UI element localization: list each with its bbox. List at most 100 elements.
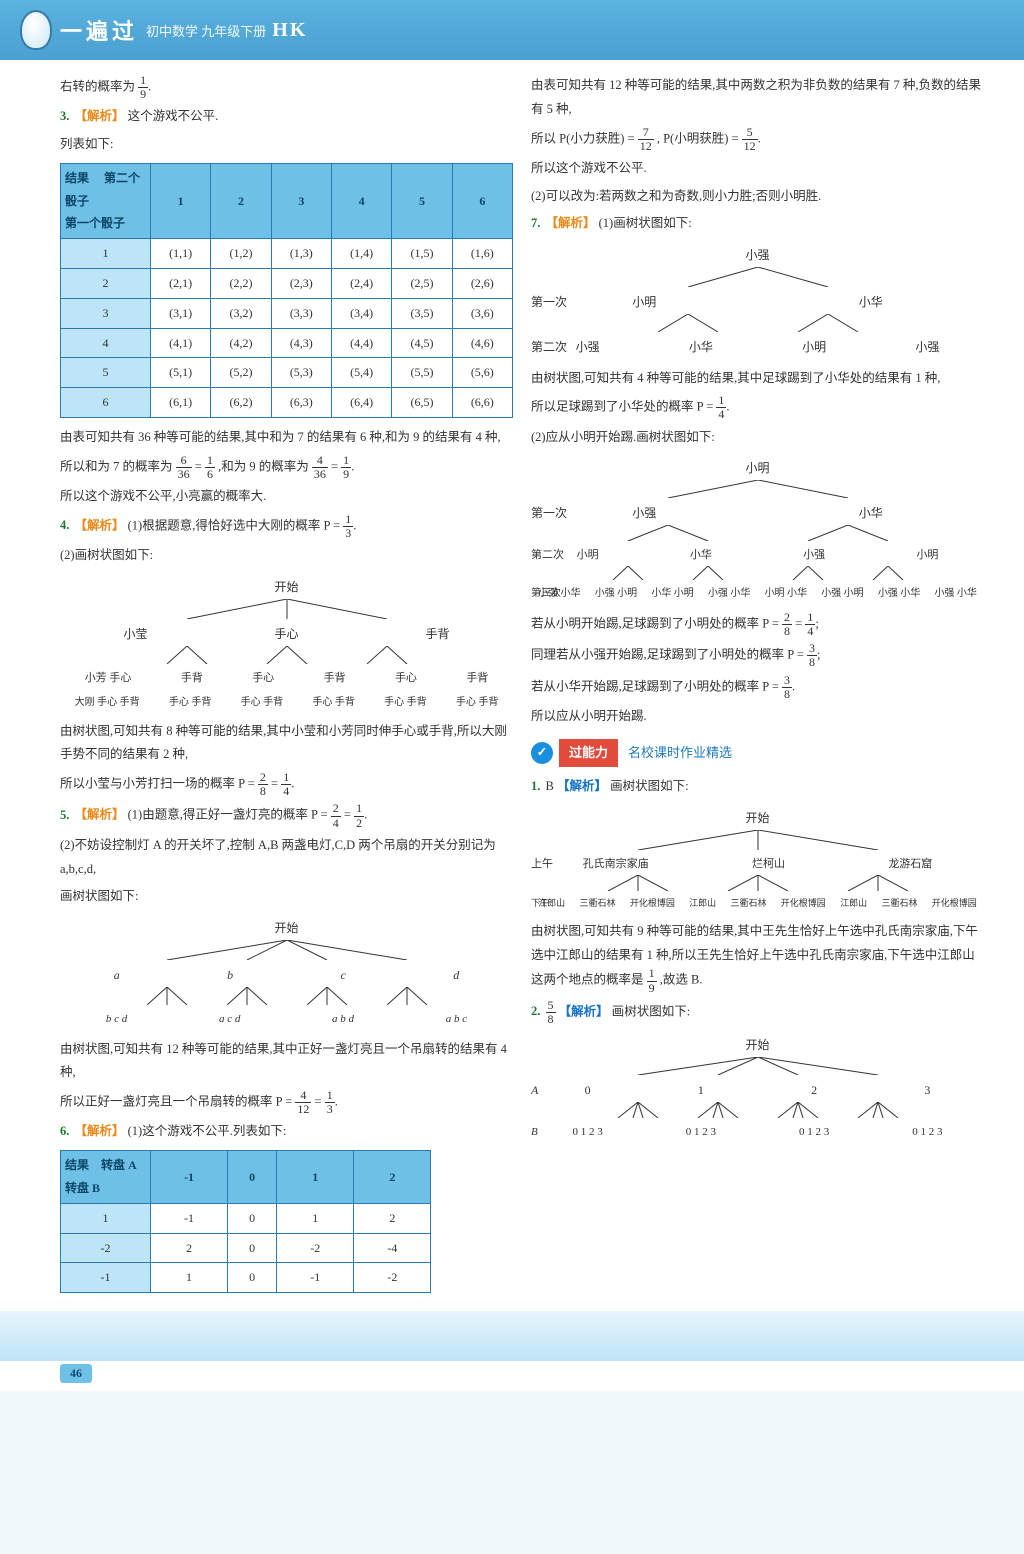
page-header: 一遍过 初中数学 九年级下册 HK <box>0 0 1024 60</box>
spin-cell: 2 <box>354 1203 431 1233</box>
spinner-table: 结果 转盘 A 转盘 B -1 0 1 2 1-1012-220-2-4-110… <box>60 1150 431 1293</box>
tree-q4: 开始 小莹手心手背 小芳 手心手背手心手背手心手背 大刚 手心 手背手心 手背手… <box>60 576 513 711</box>
dice-cell: (2,3) <box>271 269 331 299</box>
q3-prob: 所以和为 7 的概率为 636 = 16 ,和为 9 的概率为 436 = 19… <box>60 454 513 481</box>
dice-cell: (2,5) <box>392 269 452 299</box>
dice-cell: (6,2) <box>211 388 271 418</box>
tree-branches-icon <box>578 525 938 541</box>
tree-b2: 开始 A0123 B0 1 2 30 1 2 30 1 2 30 1 2 3 <box>531 1034 984 1142</box>
dice-cell: (2,4) <box>331 269 391 299</box>
two-column-content: 右转的概率为 19. 3. 【解析】 这个游戏不公平. 列表如下: 结果 第二个… <box>0 60 1024 1301</box>
dice-cell: (3,5) <box>392 298 452 328</box>
spin-cell: 0 <box>228 1203 277 1233</box>
dice-cell: (1,3) <box>271 239 331 269</box>
spin-row-header: -1 <box>61 1263 151 1293</box>
q7-e: 若从小明开始踢,足球踢到了小明处的概率 P = 28 = 14; <box>531 611 984 638</box>
tree-branches-icon <box>137 599 437 619</box>
q4-header: 4. 【解析】 (1)根据题意,得恰好选中大刚的概率 P = 13. <box>60 513 513 540</box>
dice-cell: (3,4) <box>331 298 391 328</box>
q3-list-label: 列表如下: <box>60 133 513 157</box>
dice-cell: (6,6) <box>452 388 512 418</box>
spin-row-header: 1 <box>61 1203 151 1233</box>
tree-branches-icon <box>578 566 938 580</box>
dice-cell: (1,1) <box>151 239 211 269</box>
dice-cell: (1,6) <box>452 239 512 269</box>
r4: (2)可以改为:若两数之和为奇数,则小力胜;否则小明胜. <box>531 185 984 209</box>
spin-cell: -1 <box>277 1263 354 1293</box>
b2-header: 2. 58 【解析】 画树状图如下: <box>531 999 984 1026</box>
dice-cell: (6,1) <box>151 388 211 418</box>
dice-cell: (3,3) <box>271 298 331 328</box>
subject-label: 初中数学 九年级下册 <box>146 21 266 40</box>
dice-row-header: 6 <box>61 388 151 418</box>
spin-row-header: -2 <box>61 1233 151 1263</box>
footer-decoration <box>0 1311 1024 1361</box>
dice-row-header: 1 <box>61 239 151 269</box>
tree-branches-icon <box>127 940 447 960</box>
tree-branches-icon <box>588 1102 928 1118</box>
q5-c: 画树状图如下: <box>60 885 513 909</box>
dice-cell: (4,2) <box>211 328 271 358</box>
r2: 所以 P(小力获胜) = 712 , P(小明获胜) = 512. <box>531 126 984 153</box>
tree-branches-icon <box>588 1057 928 1075</box>
spin-cell: -2 <box>354 1263 431 1293</box>
dice-col: 2 <box>211 163 271 238</box>
dice-cell: (2,1) <box>151 269 211 299</box>
spin-cell: 0 <box>228 1233 277 1263</box>
spin-cell: -4 <box>354 1233 431 1263</box>
dice-cell: (1,2) <box>211 239 271 269</box>
q7-header: 7. 【解析】 (1)画树状图如下: <box>531 212 984 236</box>
tree-branches-icon <box>628 314 888 332</box>
tree-branches-icon <box>628 267 888 287</box>
q5-header: 5. 【解析】 (1)由题意,得正好一盏灯亮的概率 P = 24 = 12. <box>60 802 513 829</box>
q6-header: 6. 【解析】 (1)这个游戏不公平.列表如下: <box>60 1120 513 1144</box>
ability-section-header: ✓ 过能力 名校课时作业精选 <box>531 739 984 768</box>
q7-d: (2)应从小明开始踢.画树状图如下: <box>531 426 984 450</box>
tree-branches-icon <box>578 830 938 850</box>
q7-c: 所以足球踢到了小华处的概率 P = 14. <box>531 394 984 421</box>
dice-cell: (4,6) <box>452 328 512 358</box>
b1-b: 由树状图,可知共有 9 种等可能的结果,其中王先生恰好上午选中孔氏南宗家庙,下午… <box>531 920 984 995</box>
dice-cell: (5,6) <box>452 358 512 388</box>
q7-f: 同理若从小强开始踢,足球踢到了小明处的概率 P = 38; <box>531 642 984 669</box>
analysis-tag: 【解析】 <box>75 109 125 123</box>
dice-cell: (6,4) <box>331 388 391 418</box>
q5-b: (2)不妨设控制灯 A 的开关坏了,控制 A,B 两盏电灯,C,D 两个吊扇的开… <box>60 834 513 882</box>
q4-b: (2)画树状图如下: <box>60 544 513 568</box>
dice-col: 6 <box>452 163 512 238</box>
dice-cell: (5,5) <box>392 358 452 388</box>
tree-b1: 开始 上午孔氏南宗家庙烂柯山龙游石窟 下午江郎山三衢石林开化根博园江郎山三衢石林… <box>531 807 984 912</box>
dice-col: 3 <box>271 163 331 238</box>
dice-cell: (4,1) <box>151 328 211 358</box>
dice-table: 结果 第二个骰子 第一个骰子 1 2 3 4 5 6 1(1,1)(1,2)(1… <box>60 163 513 418</box>
dice-cell: (5,4) <box>331 358 391 388</box>
spin-corner: 结果 转盘 A 转盘 B <box>61 1151 151 1204</box>
right-column: 由表可知共有 12 种等可能的结果,其中两数之积为非负数的结果有 7 种,负数的… <box>531 74 984 1301</box>
dice-col: 1 <box>151 163 211 238</box>
dice-corner: 结果 第二个骰子 第一个骰子 <box>61 163 151 238</box>
spin-cell: 0 <box>228 1263 277 1293</box>
dice-row-header: 5 <box>61 358 151 388</box>
balloon-icon <box>20 10 52 50</box>
dice-cell: (6,5) <box>392 388 452 418</box>
spin-cell: 1 <box>151 1263 228 1293</box>
tree-q7b: 小明 第一次小强小华 第二次小明小华小强小明 第三次小强 小华小强 小明小华 小… <box>531 457 984 602</box>
tree-q7a: 小强 第一次小明小华 第二次小强小华小明小强 <box>531 244 984 358</box>
spin-cell: -1 <box>151 1203 228 1233</box>
dice-col: 5 <box>392 163 452 238</box>
band-title: 过能力 <box>559 739 618 768</box>
intro-line: 右转的概率为 19. <box>60 74 513 101</box>
dice-cell: (2,6) <box>452 269 512 299</box>
q3-end: 所以这个游戏不公平,小亮赢的概率大. <box>60 485 513 509</box>
dice-cell: (3,2) <box>211 298 271 328</box>
spin-cell: 1 <box>277 1203 354 1233</box>
dice-cell: (4,3) <box>271 328 331 358</box>
dice-cell: (3,6) <box>452 298 512 328</box>
tree-branches-icon <box>127 987 447 1005</box>
q5-d: 由树状图,可知共有 12 种等可能的结果,其中正好一盏灯亮且一个吊扇转的结果有 … <box>60 1038 513 1086</box>
question-number: 3. <box>60 109 69 123</box>
series-title: 一遍过 <box>60 14 138 46</box>
dice-row-header: 2 <box>61 269 151 299</box>
edition-code: HK <box>272 19 307 42</box>
dice-cell: (5,1) <box>151 358 211 388</box>
